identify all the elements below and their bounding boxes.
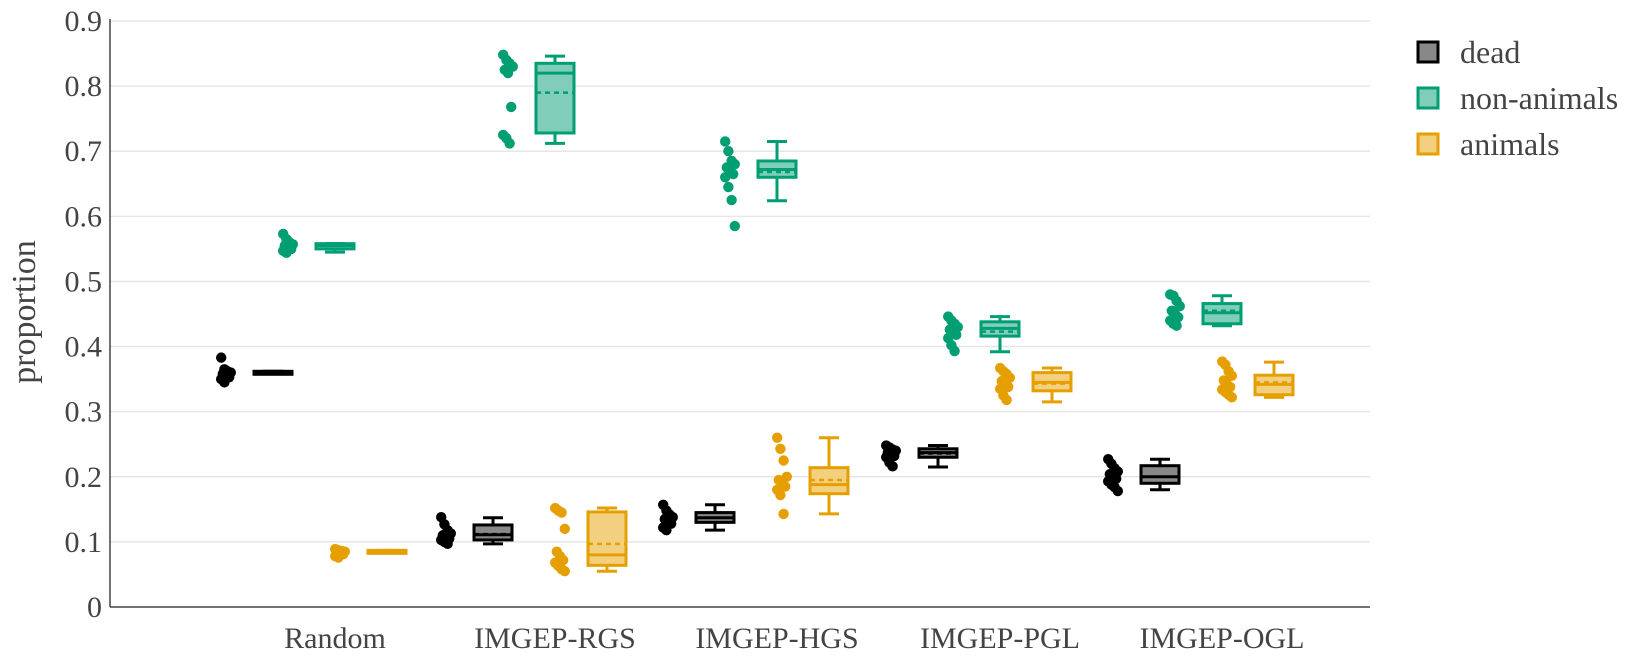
data-point bbox=[723, 181, 734, 193]
box-non-animals-IMGEP-RGS bbox=[498, 49, 576, 149]
data-point bbox=[506, 101, 517, 113]
y-tick-label: 0.9 bbox=[65, 5, 103, 38]
legend-swatch bbox=[1416, 40, 1440, 64]
y-tick-label: 0.7 bbox=[65, 135, 103, 168]
y-tick-label: 0.3 bbox=[65, 396, 103, 429]
legend-swatch bbox=[1416, 132, 1440, 156]
x-tick-label: IMGEP-HGS bbox=[695, 622, 858, 655]
y-tick-label: 0.1 bbox=[65, 526, 103, 559]
box-iqr bbox=[1139, 464, 1181, 485]
box-animals-Random bbox=[330, 543, 408, 563]
data-point bbox=[887, 461, 898, 472]
y-tick-label: 0.5 bbox=[65, 265, 103, 298]
data-point bbox=[951, 329, 962, 341]
box-dead-IMGEP-PGL bbox=[881, 440, 959, 472]
data-point bbox=[1003, 381, 1014, 393]
box-dead-IMGEP-RGS bbox=[436, 511, 514, 550]
legend-label: dead bbox=[1460, 34, 1520, 70]
data-point bbox=[778, 508, 789, 520]
box-non-animals-IMGEP-HGS bbox=[720, 136, 798, 232]
gridlines bbox=[110, 20, 1370, 543]
data-point bbox=[556, 507, 567, 518]
legend-label: non-animals bbox=[1460, 80, 1618, 116]
data-point bbox=[661, 524, 672, 536]
legend-swatch bbox=[1416, 86, 1440, 110]
data-point bbox=[1174, 300, 1186, 312]
box-dead-IMGEP-HGS bbox=[658, 499, 736, 536]
data-point bbox=[1171, 320, 1182, 331]
data-point bbox=[780, 481, 791, 492]
data-point bbox=[772, 432, 783, 443]
y-tick-label: 0.4 bbox=[65, 331, 103, 364]
data-point bbox=[775, 443, 786, 454]
data-point bbox=[504, 138, 515, 149]
data-point bbox=[281, 247, 292, 258]
legend-item-dead: dead bbox=[1416, 34, 1520, 70]
box-animals-IMGEP-OGL bbox=[1217, 356, 1295, 403]
box-iqr bbox=[586, 510, 628, 567]
box-non-animals-Random bbox=[278, 228, 356, 258]
legend-label: animals bbox=[1460, 126, 1560, 162]
box-iqr bbox=[534, 61, 576, 135]
box-animals-IMGEP-HGS bbox=[772, 432, 850, 520]
box-non-animals-IMGEP-PGL bbox=[943, 311, 1021, 357]
y-tick-label: 0.2 bbox=[65, 461, 103, 494]
axes: 0 0.1 0.2 0.3 0.4 0.5 0.6 0.7 0.8 0.9 Random IMGEP-… bbox=[65, 5, 1370, 655]
data-point bbox=[729, 220, 740, 232]
data-point bbox=[559, 565, 570, 577]
data-point bbox=[720, 136, 731, 147]
y-tick-label: 0.6 bbox=[65, 200, 103, 233]
box-animals-IMGEP-RGS bbox=[550, 502, 628, 577]
box-iqr bbox=[472, 523, 514, 542]
legend-item-animals: animals bbox=[1416, 126, 1560, 162]
x-tick-label: IMGEP-OGL bbox=[1140, 622, 1305, 655]
box-animals-IMGEP-PGL bbox=[995, 362, 1073, 406]
data-point bbox=[726, 194, 737, 206]
x-tick-label: IMGEP-RGS bbox=[474, 622, 636, 655]
data-point bbox=[216, 352, 227, 363]
data-point bbox=[442, 538, 453, 550]
data-point bbox=[1226, 370, 1238, 382]
legend-item-non-animals: non-animals bbox=[1416, 80, 1618, 116]
y-axis-title: proportion bbox=[6, 240, 43, 384]
data-point bbox=[559, 523, 570, 535]
data-point bbox=[1226, 392, 1238, 403]
x-tick-label: Random bbox=[284, 622, 386, 655]
box-dead-IMGEP-OGL bbox=[1103, 453, 1181, 497]
data-point bbox=[949, 345, 960, 357]
data-point bbox=[723, 146, 734, 157]
legend: dead non-animals animals bbox=[1416, 34, 1618, 162]
data-point bbox=[1112, 485, 1124, 497]
y-tick-label: 0 bbox=[87, 591, 102, 624]
box-dead-Random bbox=[216, 352, 294, 388]
data-point bbox=[778, 455, 789, 466]
data-point bbox=[728, 168, 739, 180]
plot-area bbox=[216, 49, 1295, 577]
box-non-animals-IMGEP-OGL bbox=[1165, 289, 1243, 331]
data-point bbox=[1001, 394, 1012, 406]
y-tick-label: 0.8 bbox=[65, 70, 103, 103]
data-point bbox=[775, 489, 786, 501]
x-tick-label: IMGEP-PGL bbox=[920, 622, 1080, 655]
data-point bbox=[219, 377, 230, 388]
data-point bbox=[720, 172, 731, 183]
data-point bbox=[502, 67, 514, 79]
data-point bbox=[333, 552, 344, 563]
